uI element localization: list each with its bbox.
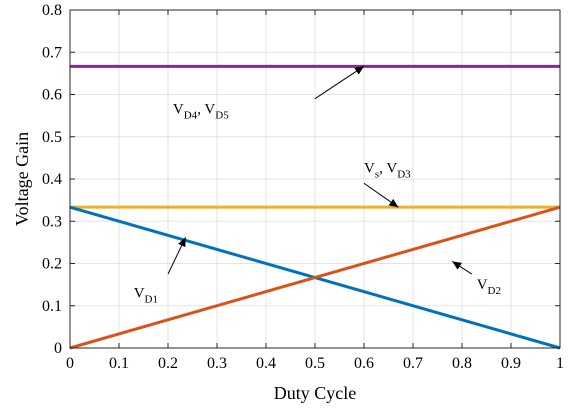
vs-vd3-label: Vs, VD3 xyxy=(364,161,411,181)
vd4-vd5-label-arrowhead xyxy=(354,66,364,75)
vd1-label-arrowhead xyxy=(178,237,186,248)
x-tick-label: 0.4 xyxy=(256,355,276,372)
vs-vd3-label-group: Vs, VD3 xyxy=(363,161,411,208)
series-line-d2 xyxy=(69,205,561,350)
vd4-vd5-label: VD4, VD5 xyxy=(173,102,229,122)
y-tick-labels: 0 0.1 0.2 0.3 0.4 0.5 0.6 0.7 0.8 xyxy=(42,2,62,357)
x-tick-label: 0.6 xyxy=(354,355,374,372)
y-tick-label: 0.8 xyxy=(42,2,62,19)
vs-vd3-label-arrowhead xyxy=(388,198,399,208)
vd1-label: VD1 xyxy=(134,285,158,305)
vd4-vd5-label-group: VD4, VD5 xyxy=(173,65,365,122)
x-tick-label: 0.5 xyxy=(305,355,325,372)
x-tick-label: 0 xyxy=(66,355,74,372)
x-tick-label: 0.2 xyxy=(158,355,178,372)
x-tick-labels: 0 0.1 0.2 0.3 0.4 0.5 0.6 0.7 0.8 0.9 1 xyxy=(66,355,564,372)
x-tick-label: 0.3 xyxy=(207,355,227,372)
x-tick-label: 0.9 xyxy=(501,355,521,372)
x-tick-label: 1 xyxy=(556,355,564,372)
y-tick-label: 0.3 xyxy=(42,213,62,230)
y-tick-label: 0.5 xyxy=(42,129,62,146)
y-tick-label: 0.1 xyxy=(42,298,62,315)
x-tick-label: 0.8 xyxy=(452,355,472,372)
y-tick-label: 0.7 xyxy=(42,44,62,61)
x-axis-label: Duty Cycle xyxy=(274,383,357,403)
vd2-label-group: VD2 xyxy=(451,260,501,297)
vd2-label: VD2 xyxy=(477,277,501,297)
tick-marks xyxy=(69,9,561,349)
y-tick-label: 0 xyxy=(54,340,62,357)
series-lines xyxy=(69,64,561,350)
x-tick-label: 0.1 xyxy=(109,355,129,372)
y-tick-label: 0.4 xyxy=(42,171,62,188)
vd4-vd5-label-arrow xyxy=(314,65,365,100)
vd2-label-arrowhead xyxy=(452,261,462,270)
vd1-label-group: VD1 xyxy=(134,237,187,305)
y-tick-label: 0.6 xyxy=(42,87,62,104)
annotations: VD4, VD5 Vs, VD3 VD1 VD2 xyxy=(134,65,501,305)
y-axis-label: Voltage Gain xyxy=(12,132,32,226)
y-tick-label: 0.2 xyxy=(42,256,62,273)
x-tick-label: 0.7 xyxy=(403,355,423,372)
